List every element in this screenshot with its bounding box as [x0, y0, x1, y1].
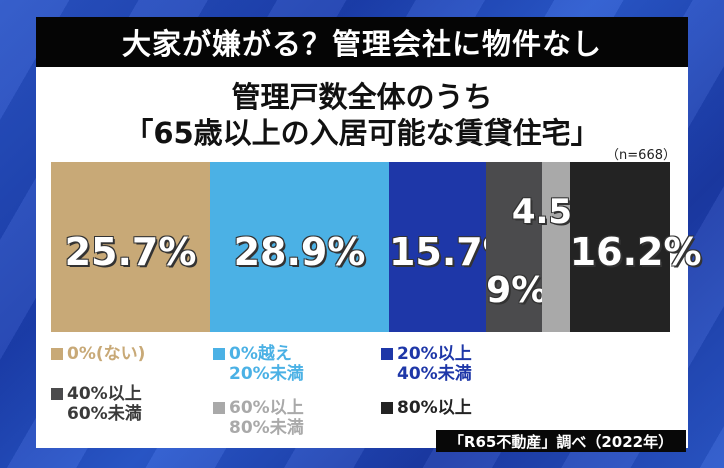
bar-segment: 4.5%	[512, 162, 606, 332]
legend-swatch	[381, 402, 393, 414]
headline: 大家が嫌がる？管理会社に物件なし	[36, 17, 688, 67]
bar-segment: 16.2%	[569, 162, 702, 332]
legend-label: 40%以上	[67, 384, 142, 404]
legend-label: 80%以上	[397, 398, 472, 418]
legend-item: 20%以上 40%未満	[381, 344, 472, 384]
legend-item: 0%(ない)	[51, 344, 145, 364]
legend-swatch	[381, 348, 393, 360]
bar-segment: 9%	[486, 162, 548, 332]
data-label: 9%	[486, 270, 548, 311]
legend-item: 0%越え 20%未満	[213, 344, 304, 384]
bar-segment: 25.7%	[51, 162, 211, 332]
legend-label: 0%越え	[229, 344, 292, 364]
sample-size: （n=668）	[606, 148, 676, 163]
legend-swatch	[213, 348, 225, 360]
legend-swatch	[213, 402, 225, 414]
chart-subtitle: 「65歳以上の入居可能な賃貸住宅」	[124, 116, 600, 150]
legend-label: 0%(ない)	[67, 344, 146, 364]
data-label: 16.2%	[569, 230, 702, 274]
bar-segment: 28.9%	[210, 162, 389, 332]
legend-item: 40%以上 60%未満	[51, 384, 142, 424]
legend-label: 40%未満	[397, 364, 472, 384]
data-label: 28.9%	[233, 230, 366, 274]
legend-swatch	[51, 388, 63, 400]
data-label: 15.7%	[388, 230, 521, 274]
chart-title: 管理戸数全体のうち	[231, 80, 493, 114]
legend-label: 20%以上	[397, 344, 472, 364]
bar-segment: 15.7%	[388, 162, 521, 332]
legend-item: 60%以上 80%未満	[213, 398, 304, 438]
legend-label: 60%以上	[229, 398, 304, 418]
stacked-bar: 25.7% 28.9% 15.7% 9% 4.5% 16.2%	[51, 162, 702, 332]
source-label: 「R65不動産」調べ（2022年）	[436, 430, 686, 452]
legend-item: 80%以上	[381, 398, 472, 418]
data-label: 25.7%	[64, 230, 197, 274]
legend-label: 60%未満	[67, 404, 142, 424]
legend-swatch	[51, 348, 63, 360]
legend-label: 20%未満	[229, 364, 304, 384]
legend-label: 80%未満	[229, 418, 304, 438]
